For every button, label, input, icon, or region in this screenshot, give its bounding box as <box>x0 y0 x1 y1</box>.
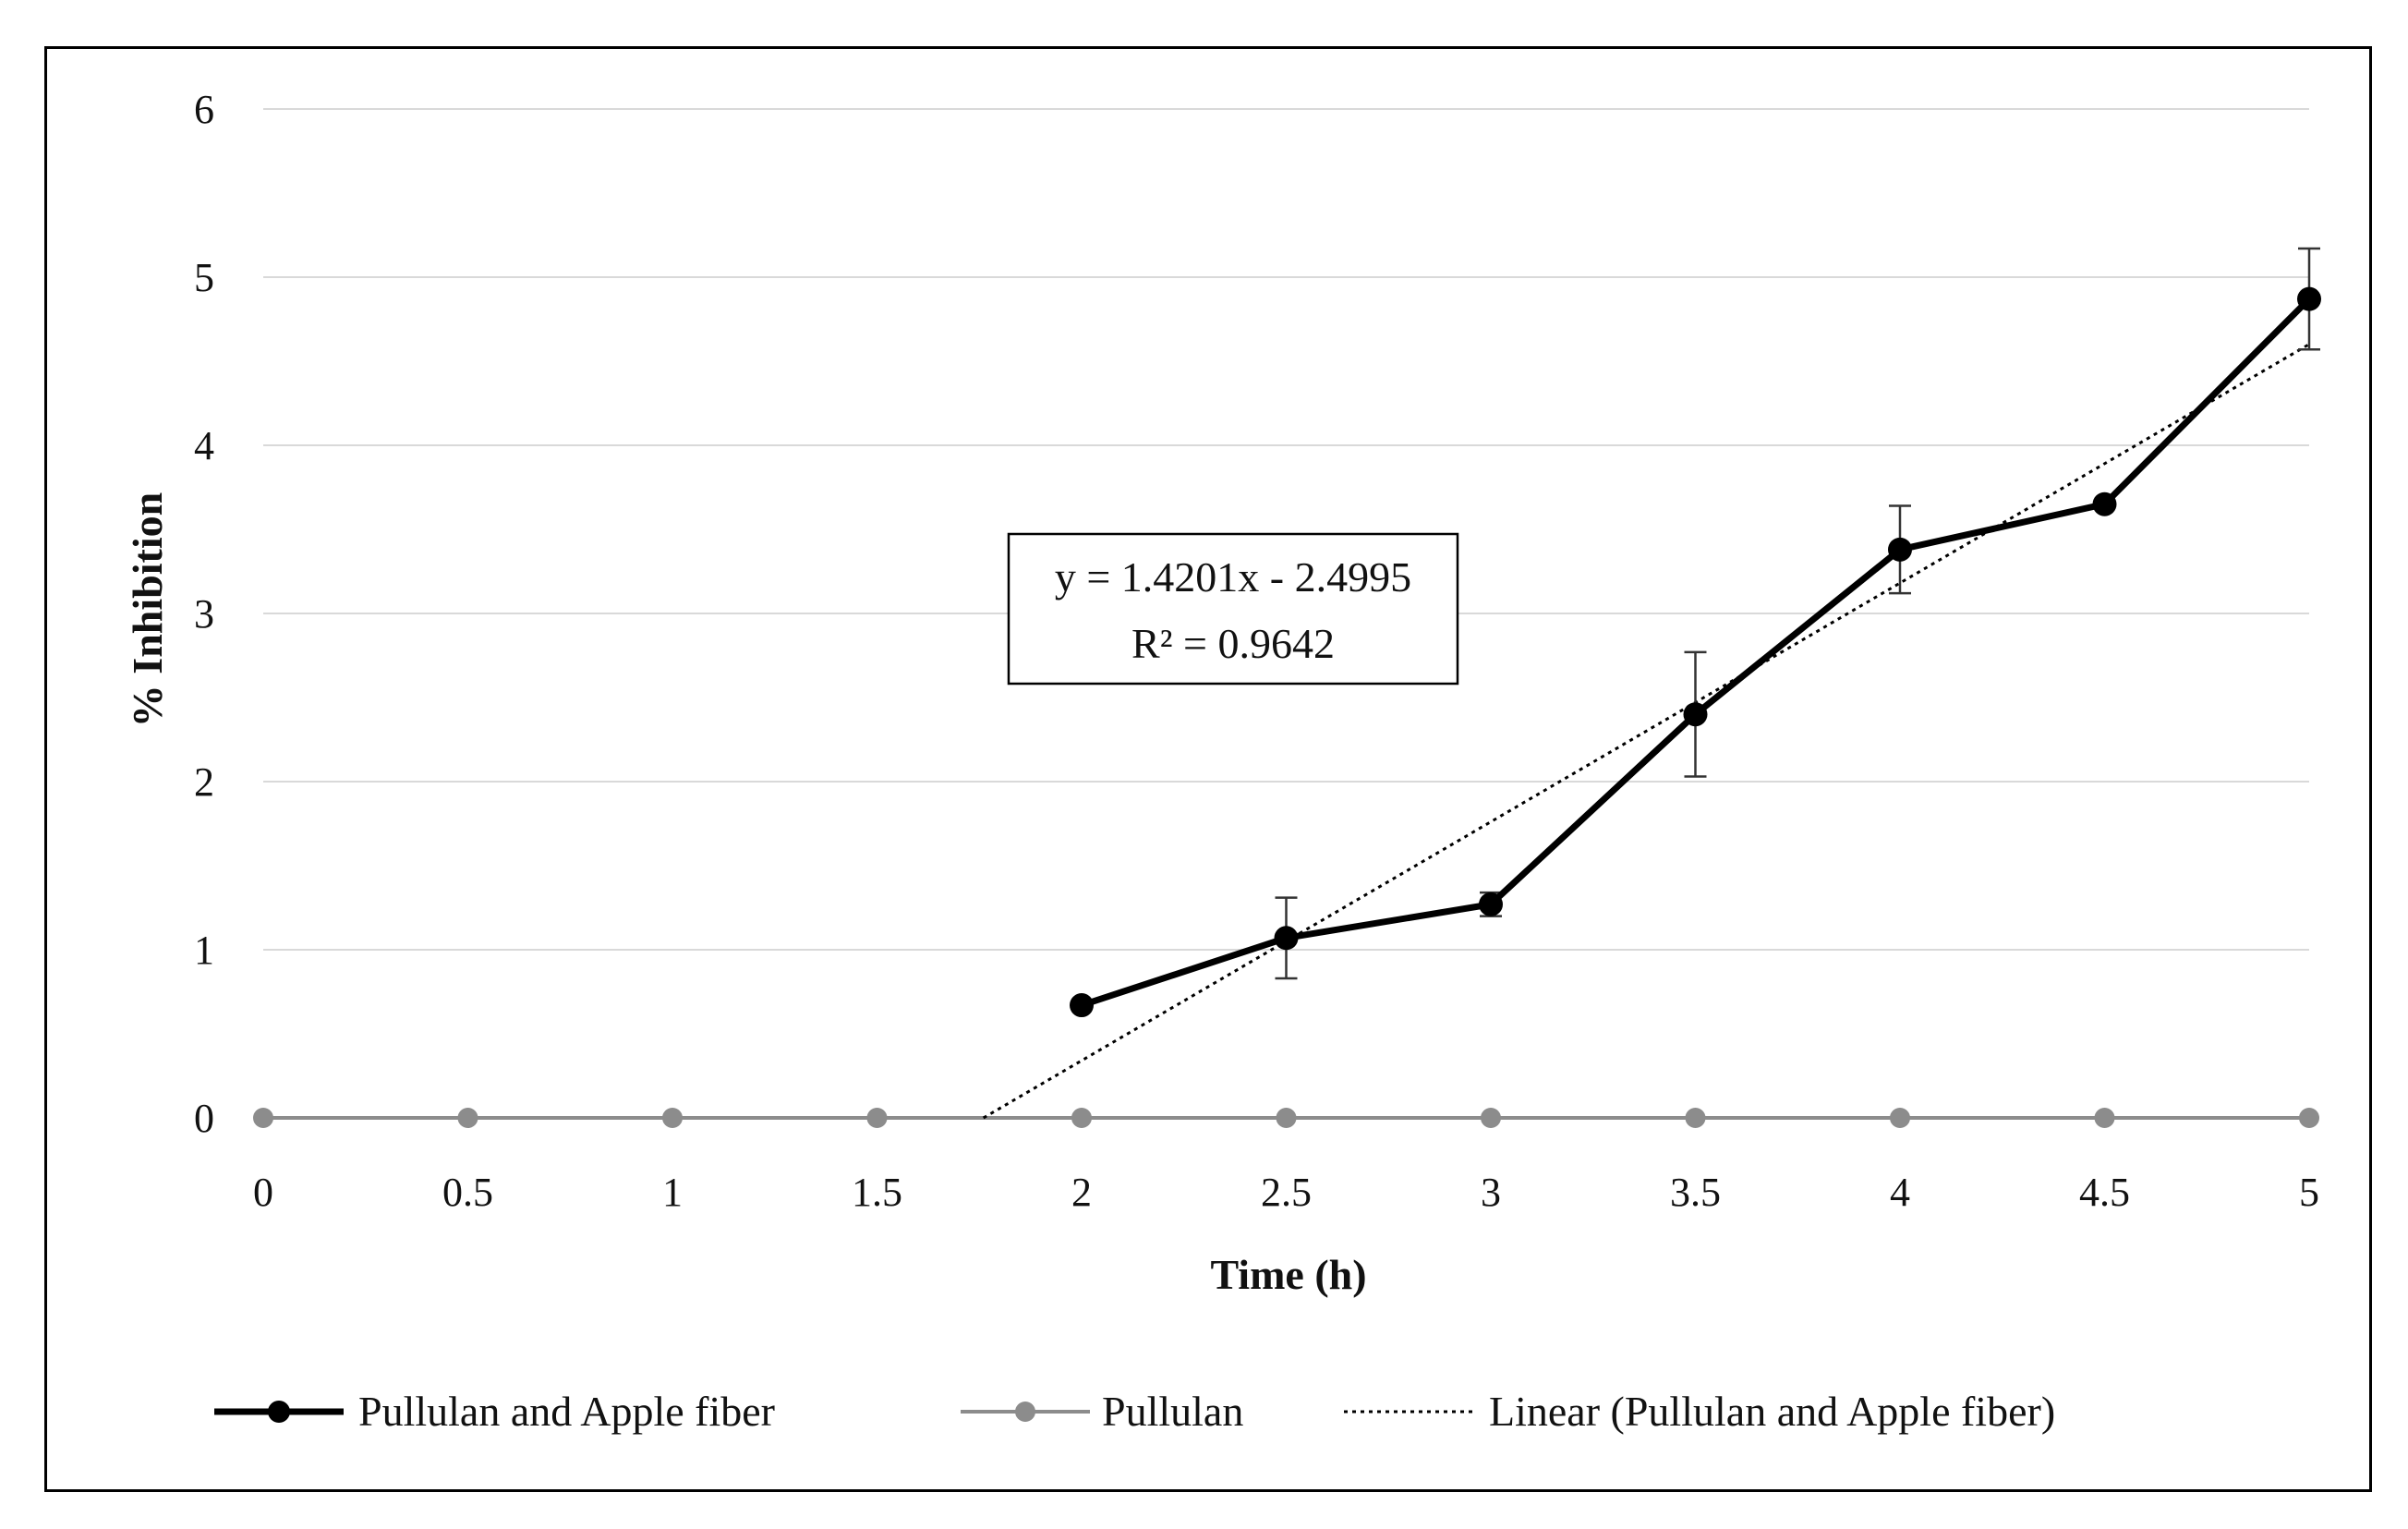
x-tick-labels: 0 0.5 1 1.5 2 2.5 3 3.5 4 4.5 5 <box>253 1170 2319 1215</box>
point-pullulan <box>457 1108 478 1128</box>
point-pullulan-apple-fiber <box>1888 537 1912 562</box>
x-tick-label: 1.5 <box>852 1170 902 1215</box>
point-pullulan <box>866 1108 888 1128</box>
point-pullulan <box>2094 1108 2115 1128</box>
point-pullulan <box>1685 1108 1706 1128</box>
point-pullulan <box>1276 1108 1297 1128</box>
legend-pullulan-label: Pullulan <box>1102 1388 1243 1435</box>
x-tick-label: 5 <box>2299 1170 2319 1215</box>
y-tick-label: 1 <box>194 928 214 973</box>
point-pullulan <box>1071 1108 1092 1128</box>
point-pullulan <box>1890 1108 1910 1128</box>
x-axis-title: Time (h) <box>1210 1251 1366 1298</box>
trendline-linear <box>982 343 2310 1120</box>
point-pullulan <box>253 1108 273 1128</box>
trendline-r-squared: R² = 0.9642 <box>1131 620 1335 667</box>
equation-box-border <box>1007 532 1459 686</box>
x-tick-label: 2 <box>1071 1170 1092 1215</box>
y-tick-label: 4 <box>194 423 214 468</box>
x-tick-label: 2.5 <box>1261 1170 1312 1215</box>
x-tick-label: 0 <box>253 1170 273 1215</box>
y-tick-label: 3 <box>194 591 214 637</box>
y-axis-title: % Inhibition <box>124 492 171 727</box>
y-tick-label: 2 <box>194 759 214 805</box>
series-layer <box>253 247 2321 1128</box>
x-tick-label: 1 <box>662 1170 683 1215</box>
x-tick-label: 3.5 <box>1670 1170 1721 1215</box>
point-pullulan <box>2299 1108 2319 1128</box>
y-tick-labels: 0 1 2 3 4 5 6 <box>194 87 214 1141</box>
legend-pullulan-marker <box>1015 1402 1035 1422</box>
y-tick-label: 6 <box>194 87 214 132</box>
point-pullulan-apple-fiber <box>1070 993 1094 1018</box>
point-pullulan-apple-fiber <box>2297 286 2321 311</box>
y-tick-label: 0 <box>194 1096 214 1141</box>
point-pullulan-apple-fiber <box>1683 702 1708 727</box>
point-pullulan-apple-fiber <box>1274 926 1299 951</box>
x-tick-label: 0.5 <box>442 1170 493 1215</box>
x-tick-label: 4.5 <box>2079 1170 2130 1215</box>
legend-pullulan-apple-fiber-marker <box>268 1401 290 1423</box>
chart-frame <box>44 46 2372 1492</box>
legend-linear-trendline-label: Linear (Pullulan and Apple fiber) <box>1489 1388 2055 1435</box>
y-tick-label: 5 <box>194 255 214 300</box>
x-tick-label: 3 <box>1481 1170 1501 1215</box>
point-pullulan-apple-fiber <box>1479 892 1503 916</box>
trendline-equation: y = 1.4201x - 2.4995 <box>1055 553 1411 601</box>
legend-pullulan-apple-fiber-label: Pullulan and Apple fiber <box>358 1388 775 1435</box>
point-pullulan <box>662 1108 683 1128</box>
trendline-equation-box: y = 1.4201x - 2.4995 R² = 0.9642 <box>1007 532 1459 686</box>
point-pullulan-apple-fiber <box>2092 491 2117 516</box>
point-pullulan <box>1481 1108 1501 1128</box>
x-tick-label: 4 <box>1890 1170 1910 1215</box>
legend: Pullulan and Apple fiber Pullulan Linear (… <box>214 1388 2055 1435</box>
